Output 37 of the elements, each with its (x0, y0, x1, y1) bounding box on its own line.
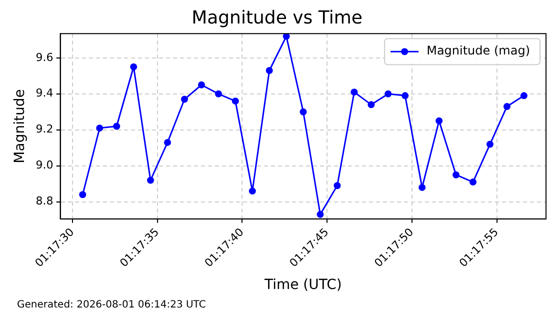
point (164, 138, 172, 146)
point (316, 210, 324, 218)
point (503, 102, 510, 110)
text: Generated: 2026-08-01 06:14:23 UTC (17, 300, 206, 311)
point (79, 191, 86, 198)
point (147, 176, 154, 184)
y-tick-label: 9.2 (36, 122, 54, 136)
legend-label: Magnitude (mag) (426, 44, 530, 58)
point (469, 178, 476, 186)
y-tick-label: 8.8 (36, 194, 54, 208)
point (368, 101, 375, 108)
point (350, 88, 358, 96)
point (248, 188, 256, 195)
y-axis-title: Magnitude (12, 89, 28, 164)
point (402, 92, 409, 100)
point (130, 63, 138, 70)
point (436, 117, 443, 124)
point (486, 140, 494, 148)
point (282, 34, 290, 40)
point (198, 81, 205, 88)
chart-title: Magnitude vs Time (192, 7, 362, 28)
point (300, 108, 307, 116)
point (214, 90, 222, 98)
point (520, 92, 528, 100)
point (384, 90, 392, 98)
point (232, 98, 239, 105)
point (266, 66, 273, 74)
point (452, 171, 460, 178)
y-tick-label: 9.0 (36, 158, 54, 172)
point (181, 96, 188, 103)
y-tick-label: 9.4 (36, 86, 54, 100)
point (96, 124, 104, 132)
x-axis-title: Time (UTC) (263, 277, 342, 294)
point (113, 122, 120, 130)
point (418, 184, 426, 191)
point (334, 182, 341, 190)
y-tick-label: 9.6 (36, 50, 54, 64)
